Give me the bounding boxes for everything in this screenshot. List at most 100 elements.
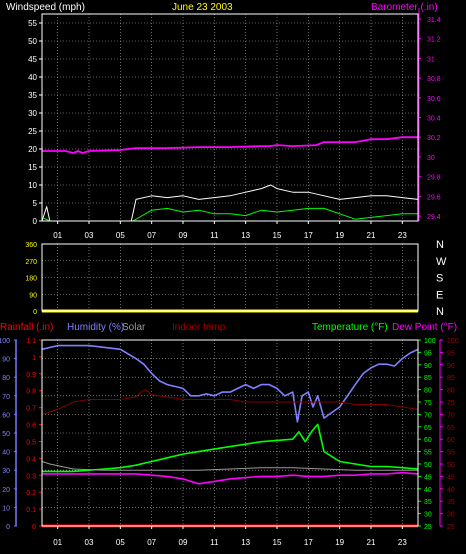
temperature-tick-label: 25 bbox=[424, 524, 432, 531]
barometer-tick-label: 29.4 bbox=[427, 214, 441, 221]
temperature-title: Temperature (°F) bbox=[312, 322, 388, 333]
temperature-tick-label: 55 bbox=[424, 450, 432, 457]
series-speed bbox=[41, 207, 418, 222]
windspeed-tick-label: 55 bbox=[28, 19, 37, 28]
temp-panel-x-label: 19 bbox=[335, 538, 344, 547]
wind-panel-x-label: 19 bbox=[335, 231, 344, 240]
dewpoint-tick-label: 90 bbox=[447, 363, 455, 370]
humidity-tick-label: 40 bbox=[2, 450, 10, 457]
humidity-tick-label: 30 bbox=[2, 468, 10, 475]
temp-panel-x-label: 15 bbox=[273, 538, 282, 547]
dewpoint-tick-label: 50 bbox=[447, 462, 455, 469]
humidity-tick-label: 20 bbox=[2, 487, 10, 494]
series-barometer bbox=[42, 136, 418, 154]
barometer-tick-label: 30.2 bbox=[427, 135, 441, 142]
direction-panel-frame bbox=[41, 243, 419, 312]
rainfall-tick-label: 0.6 bbox=[26, 423, 36, 430]
windspeed-tick-label: 35 bbox=[28, 91, 37, 100]
wind-panel-x-label: 17 bbox=[304, 231, 313, 240]
windspeed-tick-label: 30 bbox=[28, 109, 37, 118]
compass-label: E bbox=[436, 289, 443, 301]
temp-panel-x-label: 17 bbox=[304, 538, 313, 547]
rainfall-tick-label: 0.2 bbox=[26, 490, 36, 497]
humidity-tick-label: 100 bbox=[0, 338, 10, 345]
compass-label: S bbox=[436, 273, 443, 285]
dewpoint-tick-label: 100 bbox=[447, 338, 459, 345]
windspeed-tick-label: 15 bbox=[28, 163, 37, 172]
series-temperature bbox=[42, 423, 419, 473]
windspeed-tick-label: 25 bbox=[28, 127, 37, 136]
series-gust bbox=[41, 184, 419, 222]
direction-tick-label: 180 bbox=[25, 276, 37, 283]
humidity-tick-label: 60 bbox=[2, 412, 10, 419]
barometer-title: Barometer (.in) bbox=[371, 2, 438, 13]
humidity-title: Humidity (%) bbox=[67, 322, 124, 333]
rainfall-tick-label: 0.1 bbox=[26, 507, 36, 514]
temperature-tick-label: 100 bbox=[424, 338, 436, 345]
dewpoint-tick-label: 65 bbox=[447, 425, 455, 432]
rainfall-tick-label: 0.4 bbox=[26, 456, 36, 463]
temp-panel-x-label: 11 bbox=[210, 538, 219, 547]
wind-panel-x-label: 21 bbox=[367, 231, 376, 240]
humidity-tick-label: 10 bbox=[2, 505, 10, 512]
dewpoint-tick-label: 40 bbox=[447, 487, 455, 494]
barometer-tick-label: 31.2 bbox=[427, 37, 441, 44]
direction-tick-label: 0 bbox=[33, 309, 37, 316]
temperature-tick-label: 70 bbox=[424, 412, 432, 419]
temperature-tick-label: 35 bbox=[424, 499, 432, 506]
compass-label: W bbox=[436, 256, 447, 268]
temp-panel-x-label: 07 bbox=[147, 538, 156, 547]
temp-panel-x-label: 23 bbox=[398, 538, 407, 547]
rainfall-title: Rainfall (.in) bbox=[0, 322, 53, 333]
temperature-tick-label: 75 bbox=[424, 400, 432, 407]
temp-panel-x-label: 21 bbox=[367, 538, 376, 547]
indoor-temp-title: Indoor temp bbox=[172, 322, 226, 333]
barometer-tick-label: 29.8 bbox=[427, 175, 441, 182]
dewpoint-tick-label: 80 bbox=[447, 388, 455, 395]
direction-tick-label: 90 bbox=[29, 292, 37, 299]
series-solar bbox=[41, 461, 418, 471]
barometer-tick-label: 30.6 bbox=[427, 96, 441, 103]
temperature-tick-label: 60 bbox=[424, 437, 432, 444]
compass-label: N bbox=[436, 239, 444, 251]
temperature-tick-label: 80 bbox=[424, 388, 432, 395]
series-dewpoint bbox=[42, 471, 419, 485]
dewpoint-title: Dew Point (°F) bbox=[392, 322, 457, 333]
rainfall-tick-label: 0.9 bbox=[26, 372, 36, 379]
temperature-tick-label: 40 bbox=[424, 487, 432, 494]
humidity-tick-label: 80 bbox=[2, 375, 10, 382]
temperature-tick-label: 85 bbox=[424, 375, 432, 382]
rainfall-tick-label: 0.8 bbox=[26, 389, 36, 396]
dewpoint-tick-label: 35 bbox=[447, 499, 455, 506]
barometer-tick-label: 31 bbox=[427, 56, 435, 63]
windspeed-tick-label: 50 bbox=[28, 37, 37, 46]
dewpoint-tick-label: 30 bbox=[447, 512, 455, 519]
series-humidity bbox=[41, 344, 419, 423]
dewpoint-tick-label: 75 bbox=[447, 400, 455, 407]
barometer-tick-label: 30.8 bbox=[427, 76, 441, 83]
dewpoint-tick-label: 70 bbox=[447, 412, 455, 419]
wind-panel-x-label: 07 bbox=[147, 231, 156, 240]
barometer-tick-label: 30 bbox=[427, 155, 435, 162]
dewpoint-tick-label: 85 bbox=[447, 375, 455, 382]
humidity-tick-label: 70 bbox=[2, 394, 10, 401]
dewpoint-tick-label: 45 bbox=[447, 474, 455, 481]
temperature-tick-label: 45 bbox=[424, 474, 432, 481]
temp-panel-frame bbox=[41, 339, 419, 527]
wind-panel-x-label: 01 bbox=[53, 231, 62, 240]
temperature-tick-label: 95 bbox=[424, 350, 432, 357]
compass-label: N bbox=[436, 306, 444, 318]
temp-panel-x-label: 01 bbox=[53, 538, 62, 547]
windspeed-title: Windspeed (mph) bbox=[6, 2, 85, 13]
humidity-tick-label: 0 bbox=[6, 524, 10, 531]
barometer-tick-label: 29.6 bbox=[427, 194, 441, 201]
windspeed-tick-label: 45 bbox=[28, 55, 37, 64]
wind-panel-x-label: 11 bbox=[210, 231, 219, 240]
date-title: June 23 2003 bbox=[172, 2, 233, 13]
temperature-tick-label: 90 bbox=[424, 363, 432, 370]
temperature-tick-label: 50 bbox=[424, 462, 432, 469]
direction-tick-label: 270 bbox=[25, 259, 37, 266]
wind-panel-x-label: 09 bbox=[179, 231, 188, 240]
dewpoint-tick-label: 95 bbox=[447, 350, 455, 357]
